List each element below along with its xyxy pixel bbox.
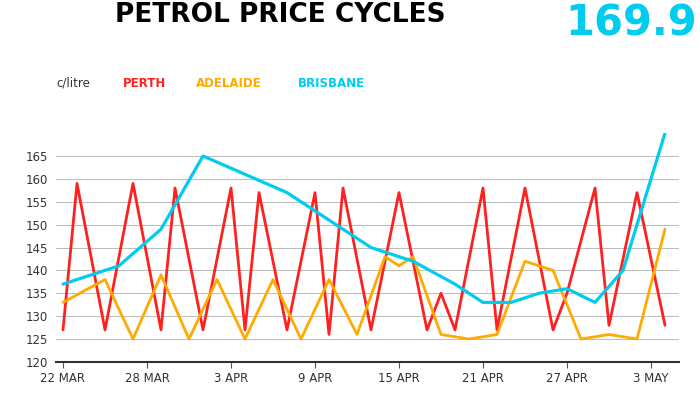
Text: PETROL PRICE CYCLES: PETROL PRICE CYCLES — [115, 2, 445, 28]
Text: 169.9: 169.9 — [565, 2, 696, 44]
Text: BRISBANE: BRISBANE — [298, 77, 365, 90]
Text: PERTH: PERTH — [122, 77, 166, 90]
Text: c/litre: c/litre — [56, 77, 90, 90]
Text: ADELAIDE: ADELAIDE — [196, 77, 262, 90]
